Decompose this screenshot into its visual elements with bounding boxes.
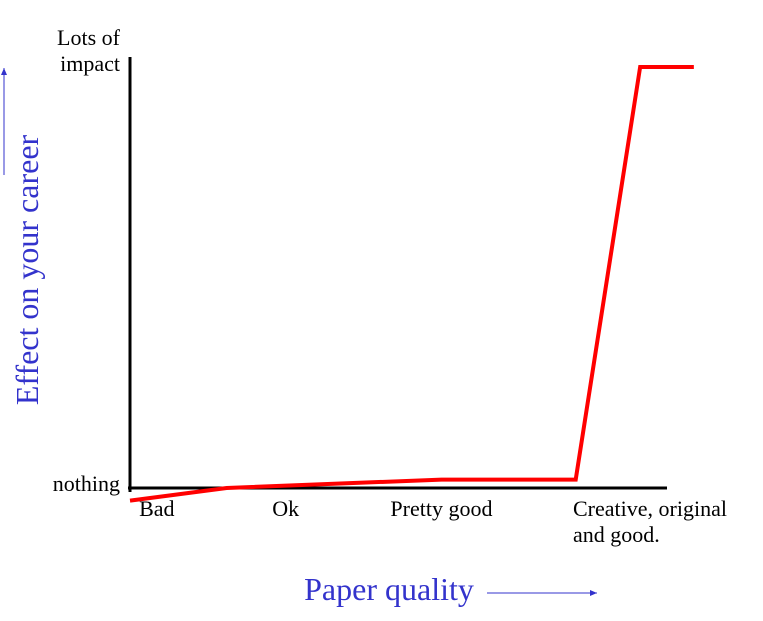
- x-tick-label: Bad: [139, 496, 175, 521]
- x-tick-label: Ok: [272, 496, 300, 521]
- y-tick-label: Lots of impact: [57, 25, 120, 76]
- x-tick-label: Creative, original and good.: [573, 496, 727, 547]
- y-tick-label: nothing: [52, 471, 120, 496]
- x-axis-label: Paper quality: [304, 571, 474, 607]
- x-tick-label: Pretty good: [390, 496, 493, 521]
- y-axis-label: Effect on your career: [9, 134, 45, 405]
- data-line: [129, 65, 694, 503]
